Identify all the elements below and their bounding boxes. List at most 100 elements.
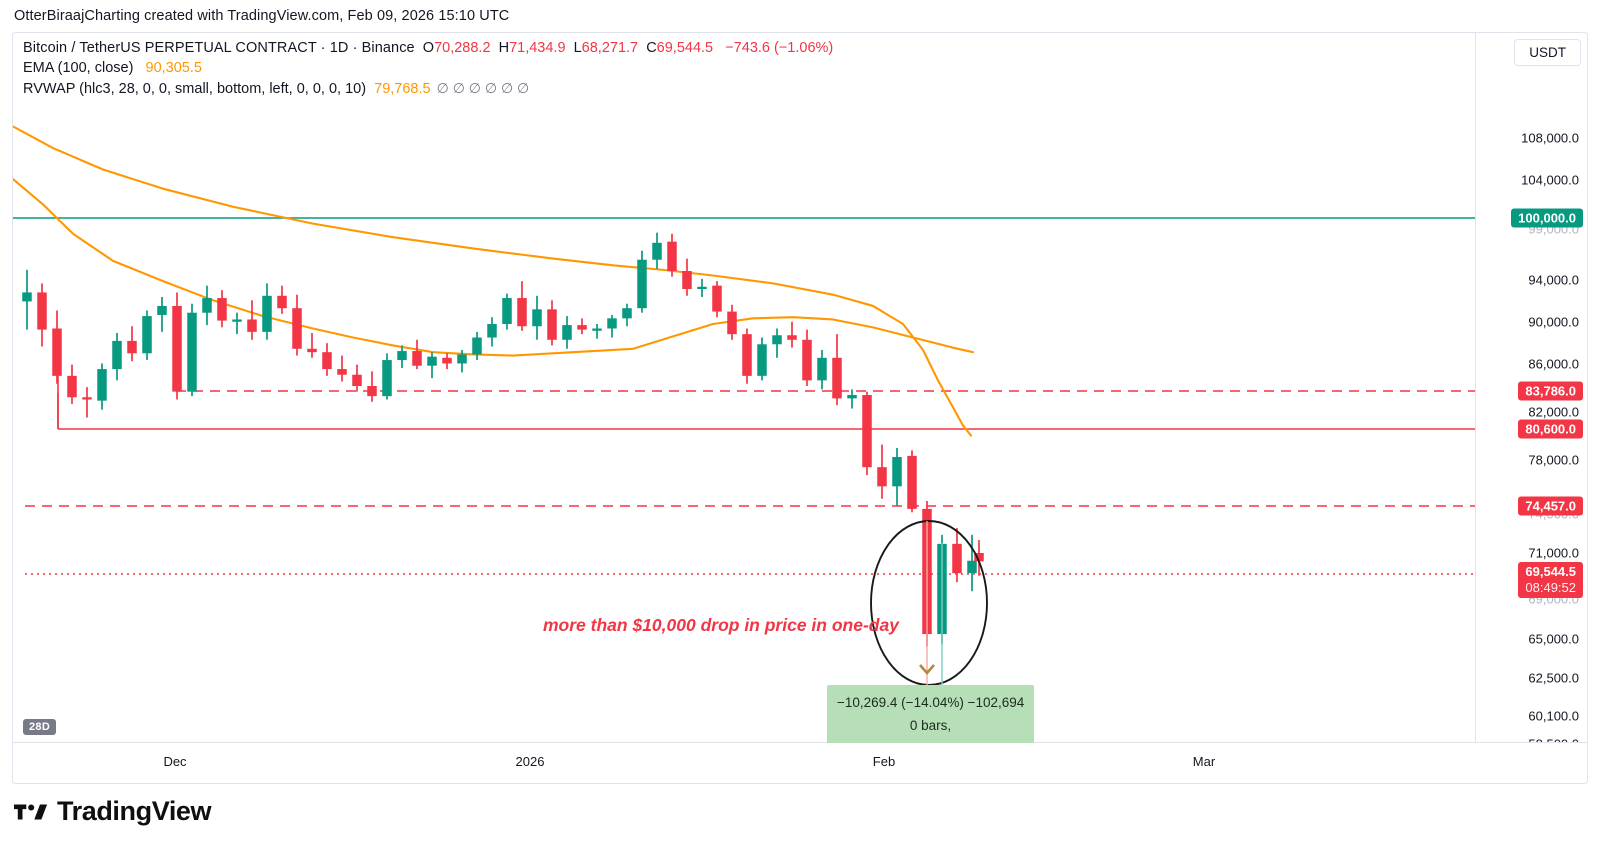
candle[interactable] — [52, 310, 62, 384]
candle[interactable] — [82, 387, 92, 418]
candle-body — [262, 295, 272, 332]
candle-body — [974, 553, 984, 562]
legend-row-symbol[interactable]: Bitcoin / TetherUS PERPETUAL CONTRACT · … — [23, 38, 833, 58]
level-line-level-80600[interactable] — [57, 393, 1477, 430]
candle[interactable] — [727, 304, 737, 340]
candle[interactable] — [472, 331, 482, 361]
interval-badge[interactable]: 28D — [23, 719, 57, 735]
candle[interactable] — [817, 349, 827, 390]
candle[interactable] — [202, 285, 212, 326]
candle[interactable] — [892, 448, 902, 506]
rvwap-indicator-name[interactable]: RVWAP (hlc3, 28, 0, 0, small, bottom, le… — [23, 81, 367, 97]
candle[interactable] — [487, 317, 497, 347]
candle[interactable] — [532, 295, 542, 340]
candle[interactable] — [22, 269, 32, 330]
candle[interactable] — [907, 450, 917, 513]
candle[interactable] — [247, 300, 257, 340]
candle-body — [577, 325, 587, 330]
legend-row-rvwap[interactable]: RVWAP (hlc3, 28, 0, 0, small, bottom, le… — [23, 78, 833, 99]
candle[interactable] — [232, 312, 242, 335]
candle[interactable] — [382, 353, 392, 400]
candle[interactable] — [862, 391, 872, 476]
candle[interactable] — [577, 318, 587, 335]
candle[interactable] — [427, 352, 437, 379]
candle[interactable] — [967, 534, 977, 592]
symbol-title[interactable]: Bitcoin / TetherUS PERPETUAL CONTRACT · … — [23, 40, 415, 56]
candle[interactable] — [157, 296, 167, 332]
candle[interactable] — [832, 334, 842, 406]
candle[interactable] — [277, 285, 287, 314]
candle[interactable] — [592, 323, 602, 339]
candle[interactable] — [562, 316, 572, 349]
candle[interactable] — [697, 278, 707, 297]
candle[interactable] — [292, 294, 302, 356]
candle[interactable] — [367, 371, 377, 402]
candle[interactable] — [652, 232, 662, 269]
candle[interactable] — [742, 328, 752, 384]
candle-body — [592, 328, 602, 331]
candle-body — [517, 298, 527, 327]
currency-badge[interactable]: USDT — [1514, 39, 1581, 66]
candle[interactable] — [757, 337, 767, 381]
ema-indicator-name[interactable]: EMA (100, close) — [23, 60, 134, 76]
candle-body — [352, 374, 362, 386]
rvwap-line — [13, 177, 975, 357]
candle[interactable] — [637, 250, 647, 313]
candle-body — [772, 335, 782, 345]
candle-body — [817, 357, 827, 381]
chart-legend: Bitcoin / TetherUS PERPETUAL CONTRACT · … — [23, 38, 833, 99]
candle[interactable] — [217, 290, 227, 328]
price-tick-label: 94,000.0 — [1528, 272, 1579, 288]
candle[interactable] — [457, 349, 467, 373]
price-level-badge[interactable]: 83,786.0 — [1518, 381, 1583, 401]
candle[interactable] — [412, 339, 422, 370]
candle-body — [487, 323, 497, 338]
candle[interactable] — [337, 355, 347, 382]
current-price-badge[interactable]: 69,544.5 08:49:52 — [1518, 562, 1583, 598]
candle[interactable] — [97, 363, 107, 410]
time-axis[interactable]: Dec 2026 Feb Mar — [13, 742, 1587, 783]
candle[interactable] — [322, 343, 332, 376]
candle-body — [97, 369, 107, 401]
candle-body — [787, 335, 797, 340]
candle[interactable] — [397, 345, 407, 368]
candle[interactable] — [352, 364, 362, 392]
candle-body — [562, 325, 572, 340]
price-level-badge[interactable]: 80,600.0 — [1518, 419, 1583, 439]
measurement-tool-box[interactable]: −10,269.4 (−14.04%) −102,694 0 bars, Vol… — [827, 685, 1034, 743]
candle[interactable] — [847, 389, 857, 409]
candle[interactable] — [112, 333, 122, 381]
candle[interactable] — [142, 310, 152, 361]
candle[interactable] — [667, 233, 677, 277]
price-axis[interactable]: USDT 108,000.0 104,000.0 99,000.0 94,000.0 9… — [1475, 33, 1587, 767]
candle[interactable] — [952, 528, 962, 583]
candle[interactable] — [712, 281, 722, 318]
candle[interactable] — [307, 333, 317, 358]
candle[interactable] — [187, 303, 197, 397]
candle[interactable] — [502, 293, 512, 330]
price-level-badge[interactable]: 74,457.0 — [1518, 496, 1583, 516]
candle[interactable] — [682, 258, 692, 296]
candle[interactable] — [127, 326, 137, 362]
candle-body — [967, 560, 977, 574]
price-level-badge[interactable]: 100,000.0 — [1511, 208, 1583, 228]
candle[interactable] — [877, 444, 887, 499]
candle[interactable] — [802, 329, 812, 386]
legend-row-ema[interactable]: EMA (100, close) 90,305.5 — [23, 58, 833, 78]
candle[interactable] — [607, 314, 617, 338]
candle[interactable] — [547, 300, 557, 346]
candle[interactable] — [172, 292, 182, 400]
candle[interactable] — [787, 321, 797, 348]
candle[interactable] — [772, 328, 782, 358]
candle[interactable] — [442, 353, 452, 370]
candle[interactable] — [37, 283, 47, 347]
candle-body — [217, 298, 227, 321]
candle[interactable] — [622, 303, 632, 327]
measure-delta-line: −10,269.4 (−14.04%) −102,694 — [837, 695, 1025, 710]
candle-body — [397, 351, 407, 361]
candle[interactable] — [974, 540, 984, 576]
candle[interactable] — [67, 364, 77, 405]
candle[interactable] — [262, 283, 272, 340]
candle[interactable] — [517, 281, 527, 331]
plot-area[interactable]: more than $10,000 drop in price in one-d… — [13, 33, 1477, 743]
